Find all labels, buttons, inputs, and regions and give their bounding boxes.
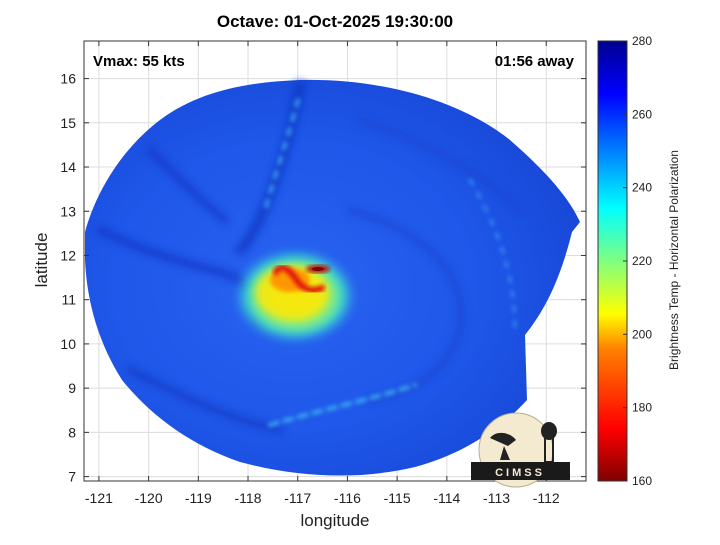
figure-title: Octave: 01-Oct-2025 19:30:00: [216, 12, 454, 31]
y-axis-label: latitude: [32, 232, 51, 288]
rain-band-northwest: [146, 146, 229, 224]
colorbar: [597, 40, 628, 482]
colorbar-label: Brightness Temp - Horizontal Polarizatio…: [667, 150, 681, 370]
colorbar-tick-label: 260: [632, 107, 652, 121]
core-red-arc: [273, 264, 325, 293]
y-tick-label: 12: [60, 247, 76, 263]
cimss-logo: CIMSS: [471, 412, 570, 488]
x-tick-label: -118: [235, 490, 262, 506]
brightness-swath: [85, 79, 580, 476]
x-tick-label: -117: [284, 490, 311, 506]
y-tick-label: 15: [60, 115, 76, 131]
logo-water-tower-icon: [541, 422, 557, 440]
cyan-streak-south: [268, 383, 417, 427]
colorbar-tick-label: 200: [632, 327, 652, 341]
y-tick-label: 9: [68, 380, 76, 396]
x-tick-label: -121: [85, 490, 113, 506]
rain-band-east: [346, 206, 465, 404]
x-axis-label: longitude: [300, 511, 370, 530]
x-tick-label: -112: [533, 490, 560, 506]
logo-band: [471, 462, 570, 480]
logo-dish-icon: [490, 432, 516, 446]
x-tick-label: -116: [334, 490, 361, 506]
time-away-label: 01:56 away: [494, 53, 574, 70]
rain-band-northeast: [357, 117, 523, 213]
colorbar-tick-label: 240: [632, 181, 652, 195]
logo-antenna-icon: [500, 446, 510, 460]
x-tick-label: -120: [135, 490, 163, 506]
axes-frame: [83, 40, 587, 482]
x-ticks: -121 -120 -119 -118 -117 -116 -115 -114 -113 -112: [85, 41, 560, 506]
x-tick-label: -114: [433, 490, 460, 506]
y-tick-label: 13: [60, 203, 76, 219]
logo-text: CIMSS: [495, 467, 545, 479]
cyan-streak-east: [468, 178, 517, 332]
y-ticks: 7 8 9 10 11 12 13 14 15 16: [60, 71, 586, 485]
x-tick-label: -113: [483, 490, 510, 506]
vmax-label: Vmax: 55 kts: [93, 53, 185, 70]
y-tick-label: 16: [60, 71, 76, 87]
y-tick-label: 10: [60, 336, 76, 352]
y-tick-label: 14: [60, 159, 76, 175]
colorbar-tick-label: 220: [632, 254, 652, 268]
rain-band-southwest: [126, 366, 284, 434]
y-tick-label: 11: [61, 292, 76, 308]
x-tick-label: -115: [384, 490, 411, 506]
colorbar-tick-label: 280: [632, 34, 652, 48]
y-tick-label: 8: [68, 424, 76, 440]
core-dark-spot: [312, 267, 324, 271]
colorbar-ticks: 160 180 200 220 240 260 280: [623, 34, 652, 488]
y-tick-label: 7: [68, 469, 76, 485]
x-tick-label: -119: [185, 490, 212, 506]
cyan-streak-north: [263, 98, 300, 212]
colorbar-tick-label: 180: [632, 401, 652, 415]
colorbar-tick-label: 160: [632, 474, 652, 488]
